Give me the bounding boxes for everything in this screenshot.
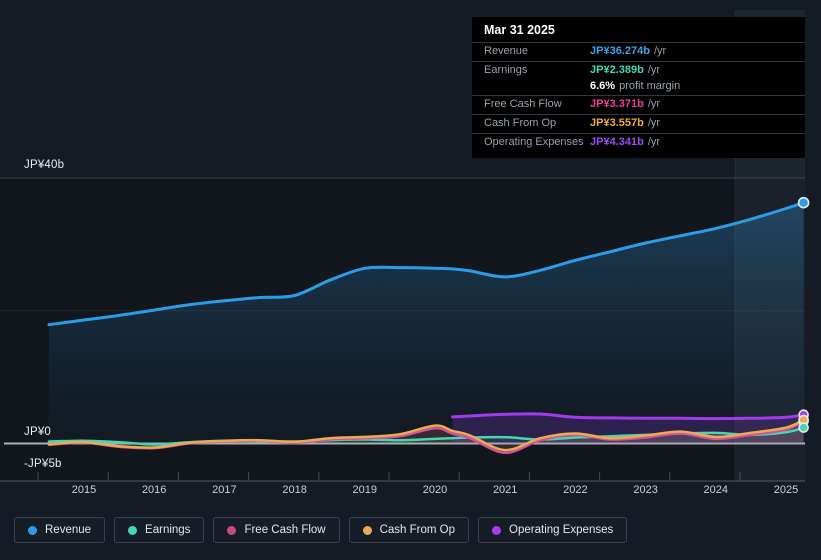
tooltip-row-cash-from-op: Cash From Op JP¥3.557b/yr bbox=[472, 114, 805, 133]
tooltip-rows: Revenue JP¥36.274b/yr Earnings JP¥2.389b/yr… bbox=[472, 42, 805, 152]
tooltip-row-free-cash-flow: Free Cash Flow JP¥3.371b/yr bbox=[472, 95, 805, 114]
y-axis-label-neg5b: -JP¥5b bbox=[24, 458, 62, 470]
chart-tooltip: Mar 31 2025 Revenue JP¥36.274b/yr Earnings… bbox=[472, 17, 805, 158]
x-axis-label-2018: 2018 bbox=[282, 484, 307, 496]
legend-dot bbox=[362, 525, 372, 535]
tooltip-row-suffix: /yr bbox=[647, 117, 661, 129]
tooltip-row-value: JP¥3.557b bbox=[590, 117, 644, 129]
x-axis-label-2021: 2021 bbox=[492, 484, 518, 496]
y-axis-label-zero: JP¥0 bbox=[24, 426, 52, 438]
x-axis-label-2017: 2017 bbox=[212, 484, 237, 496]
legend-dot bbox=[227, 525, 237, 535]
tooltip-row-suffix: /yr bbox=[653, 45, 667, 57]
x-axis-label-2024: 2024 bbox=[703, 484, 729, 496]
tooltip-row-value: JP¥3.371b bbox=[590, 98, 644, 110]
tooltip-row-suffix: /yr bbox=[647, 136, 661, 148]
legend-label: Cash From Op bbox=[379, 524, 456, 536]
tooltip-date: Mar 31 2025 bbox=[484, 23, 555, 37]
legend-label: Free Cash Flow bbox=[244, 524, 326, 536]
tooltip-row-label: Free Cash Flow bbox=[484, 98, 562, 110]
legend-item-earnings[interactable]: Earnings bbox=[114, 517, 205, 543]
tooltip-row-earnings: Earnings JP¥2.389b/yr bbox=[472, 61, 805, 80]
legend-dot bbox=[128, 525, 138, 535]
legend-item-operating-expenses[interactable]: Operating Expenses bbox=[478, 517, 628, 543]
legend-dot bbox=[28, 525, 37, 535]
legend-label: Operating Expenses bbox=[509, 524, 614, 536]
x-axis-label-2019: 2019 bbox=[352, 484, 378, 496]
legend-item-cash-from-op[interactable]: Cash From Op bbox=[348, 517, 470, 543]
legend-item-revenue[interactable]: Revenue bbox=[14, 517, 106, 543]
tooltip-row-value: JP¥36.274b bbox=[590, 45, 650, 57]
tooltip-row-value: JP¥4.341b bbox=[590, 136, 644, 148]
x-axis-label-2015: 2015 bbox=[71, 484, 97, 496]
tooltip-row-operating-expenses: Operating Expenses JP¥4.341b/yr bbox=[472, 133, 805, 152]
x-axis-label-2020: 2020 bbox=[422, 484, 448, 496]
tooltip-row-revenue: Revenue JP¥36.274b/yr bbox=[472, 42, 805, 61]
tooltip-row-suffix: /yr bbox=[647, 98, 661, 110]
tooltip-row-label: Earnings bbox=[484, 64, 528, 76]
tooltip-row-suffix: /yr bbox=[647, 64, 661, 76]
x-axis-label-2016: 2016 bbox=[141, 484, 167, 496]
legend-item-free-cash-flow[interactable]: Free Cash Flow bbox=[213, 517, 340, 543]
tooltip-row-label: Revenue bbox=[484, 45, 529, 57]
tooltip-row-label: Operating Expenses bbox=[484, 136, 584, 148]
legend-dot bbox=[492, 525, 502, 535]
legend-label: Revenue bbox=[45, 524, 92, 536]
tooltip-row-value: JP¥2.389b bbox=[590, 64, 644, 76]
x-axis-label-2023: 2023 bbox=[633, 484, 658, 496]
x-axis-label-2025: 2025 bbox=[773, 484, 799, 496]
chart-legend: Revenue Earnings Free Cash Flow Cash From O… bbox=[14, 517, 628, 543]
x-axis-label-2022: 2022 bbox=[563, 484, 588, 496]
tooltip-profit-margin: 6.6% profit margin bbox=[590, 80, 681, 92]
tooltip-row-label: Cash From Op bbox=[484, 117, 557, 129]
y-axis-label-40b: JP¥40b bbox=[24, 159, 65, 171]
legend-label: Earnings bbox=[145, 524, 191, 536]
